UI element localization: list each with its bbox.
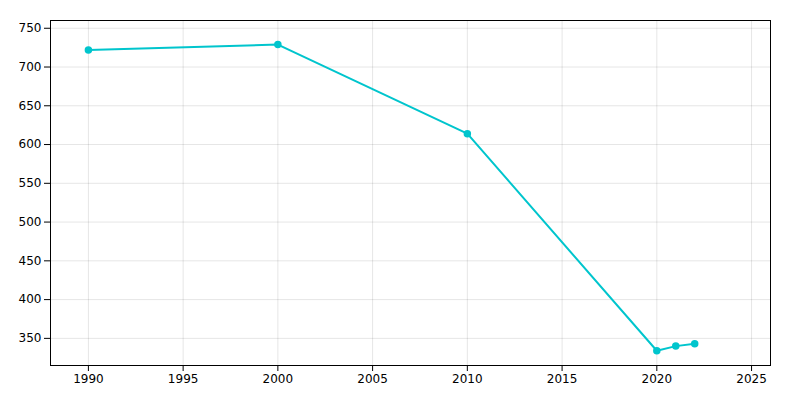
svg-text:750: 750 — [19, 21, 42, 35]
svg-text:2010: 2010 — [452, 372, 483, 386]
svg-text:700: 700 — [19, 60, 42, 74]
svg-text:2005: 2005 — [357, 372, 388, 386]
svg-text:600: 600 — [19, 137, 42, 151]
svg-text:2025: 2025 — [736, 372, 767, 386]
svg-text:1995: 1995 — [168, 372, 199, 386]
svg-text:650: 650 — [19, 99, 42, 113]
svg-text:2020: 2020 — [642, 372, 673, 386]
svg-text:350: 350 — [19, 331, 42, 345]
svg-text:450: 450 — [19, 254, 42, 268]
svg-text:2000: 2000 — [263, 372, 294, 386]
svg-text:550: 550 — [19, 176, 42, 190]
svg-text:500: 500 — [19, 215, 42, 229]
svg-text:2015: 2015 — [547, 372, 578, 386]
svg-text:400: 400 — [19, 292, 42, 306]
svg-text:1990: 1990 — [73, 372, 104, 386]
